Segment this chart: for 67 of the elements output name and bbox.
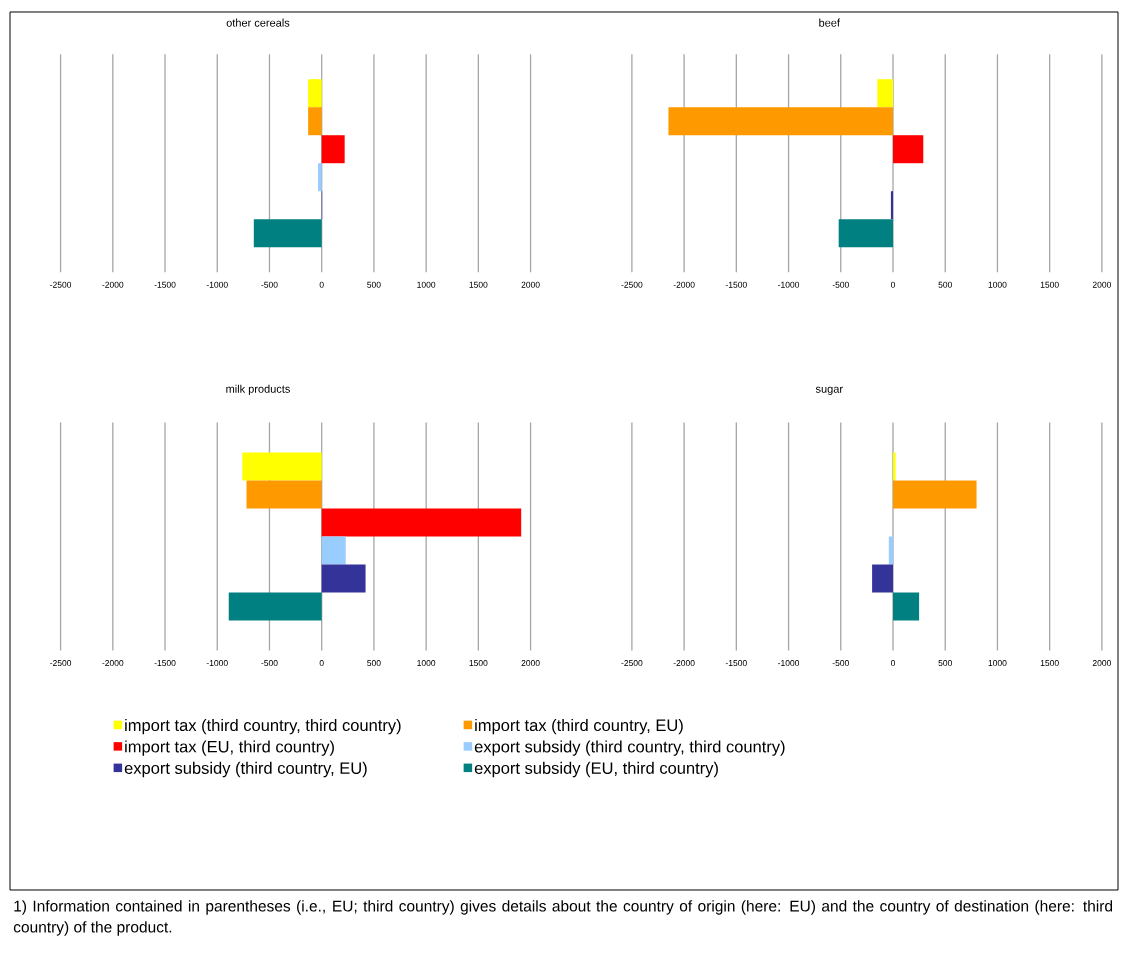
x-tick-label: 0 bbox=[890, 660, 896, 667]
x-tick-label: -2500 bbox=[621, 281, 643, 288]
bar bbox=[893, 452, 896, 481]
bar bbox=[321, 536, 346, 565]
x-tick-label: -1500 bbox=[154, 660, 176, 667]
x-tick-label: 500 bbox=[367, 281, 381, 288]
x-tick-label: -500 bbox=[261, 281, 278, 288]
bar bbox=[321, 135, 345, 164]
chart-title: other cereals bbox=[226, 18, 290, 27]
x-tick-label: -1500 bbox=[725, 281, 747, 288]
bar bbox=[246, 480, 322, 509]
x-tick-label: 1000 bbox=[417, 281, 436, 288]
x-tick-label: -1500 bbox=[725, 660, 747, 667]
x-tick-label: 2000 bbox=[521, 660, 540, 667]
x-tick-label: 1500 bbox=[469, 281, 488, 288]
chart-title: sugar bbox=[815, 386, 843, 395]
bar bbox=[872, 564, 893, 593]
x-tick-label: -500 bbox=[832, 660, 849, 667]
legend-label: export subsidy (third country, EU) bbox=[124, 761, 367, 778]
x-tick-label: 0 bbox=[890, 281, 896, 288]
x-tick-label: -1000 bbox=[206, 660, 228, 667]
x-tick-label: 2000 bbox=[1092, 281, 1111, 288]
bar bbox=[253, 219, 322, 248]
bar bbox=[242, 452, 322, 481]
bar bbox=[308, 107, 322, 136]
x-tick-label: -2500 bbox=[50, 281, 72, 288]
chart-title: milk products bbox=[226, 384, 290, 395]
x-tick-label: -2500 bbox=[621, 660, 643, 667]
legend-label: import tax (third country, EU) bbox=[475, 718, 683, 735]
x-tick-label: 1000 bbox=[417, 660, 436, 667]
chart-title: beef bbox=[819, 18, 840, 27]
x-tick-label: 500 bbox=[938, 281, 952, 288]
legend-label: import tax (EU, third country) bbox=[125, 740, 334, 756]
x-tick-label: 0 bbox=[319, 660, 324, 667]
x-tick-label: 2000 bbox=[521, 281, 540, 288]
bar bbox=[893, 480, 977, 509]
x-tick-label: -2000 bbox=[102, 660, 124, 667]
x-tick-label: 500 bbox=[367, 660, 381, 667]
x-tick-label: 500 bbox=[938, 660, 952, 667]
x-tick-label: 1500 bbox=[469, 660, 488, 667]
x-tick-label: 0 bbox=[319, 281, 324, 288]
x-tick-label: -1000 bbox=[778, 660, 800, 667]
x-tick-label: -500 bbox=[261, 660, 278, 667]
x-tick-label: 1500 bbox=[1040, 660, 1059, 667]
x-tick-label: 2000 bbox=[1092, 660, 1111, 667]
x-tick-label: -2000 bbox=[673, 281, 695, 288]
x-tick-label: -1000 bbox=[778, 281, 800, 288]
bar bbox=[321, 508, 522, 537]
bar bbox=[308, 79, 322, 108]
x-tick-label: 1500 bbox=[1040, 281, 1059, 288]
x-tick-label: -2500 bbox=[50, 660, 72, 667]
x-tick-label: -2000 bbox=[673, 660, 695, 667]
bar bbox=[893, 592, 920, 621]
x-tick-label: 1000 bbox=[988, 281, 1007, 288]
bar bbox=[888, 536, 893, 565]
x-tick-label: -1500 bbox=[154, 281, 176, 288]
text: 1) Information contained in parentheses (i.e., EU; third country) gives details about the country of origin (here: EU) and the country of destination (here: third country) of the product. bbox=[13, 900, 1113, 936]
x-tick-label: -500 bbox=[832, 281, 849, 288]
legend-label: import tax (third country, third country) bbox=[125, 718, 401, 735]
x-tick-label: 1000 bbox=[988, 660, 1007, 667]
legend-label: export subsidy (third country, third country) bbox=[474, 740, 785, 756]
bar bbox=[318, 163, 322, 192]
x-tick-label: -2000 bbox=[102, 281, 124, 288]
legend-label: export subsidy (EU, third country) bbox=[474, 761, 718, 778]
bar bbox=[321, 564, 366, 593]
bar bbox=[228, 592, 322, 621]
x-tick-label: -1000 bbox=[206, 281, 228, 288]
